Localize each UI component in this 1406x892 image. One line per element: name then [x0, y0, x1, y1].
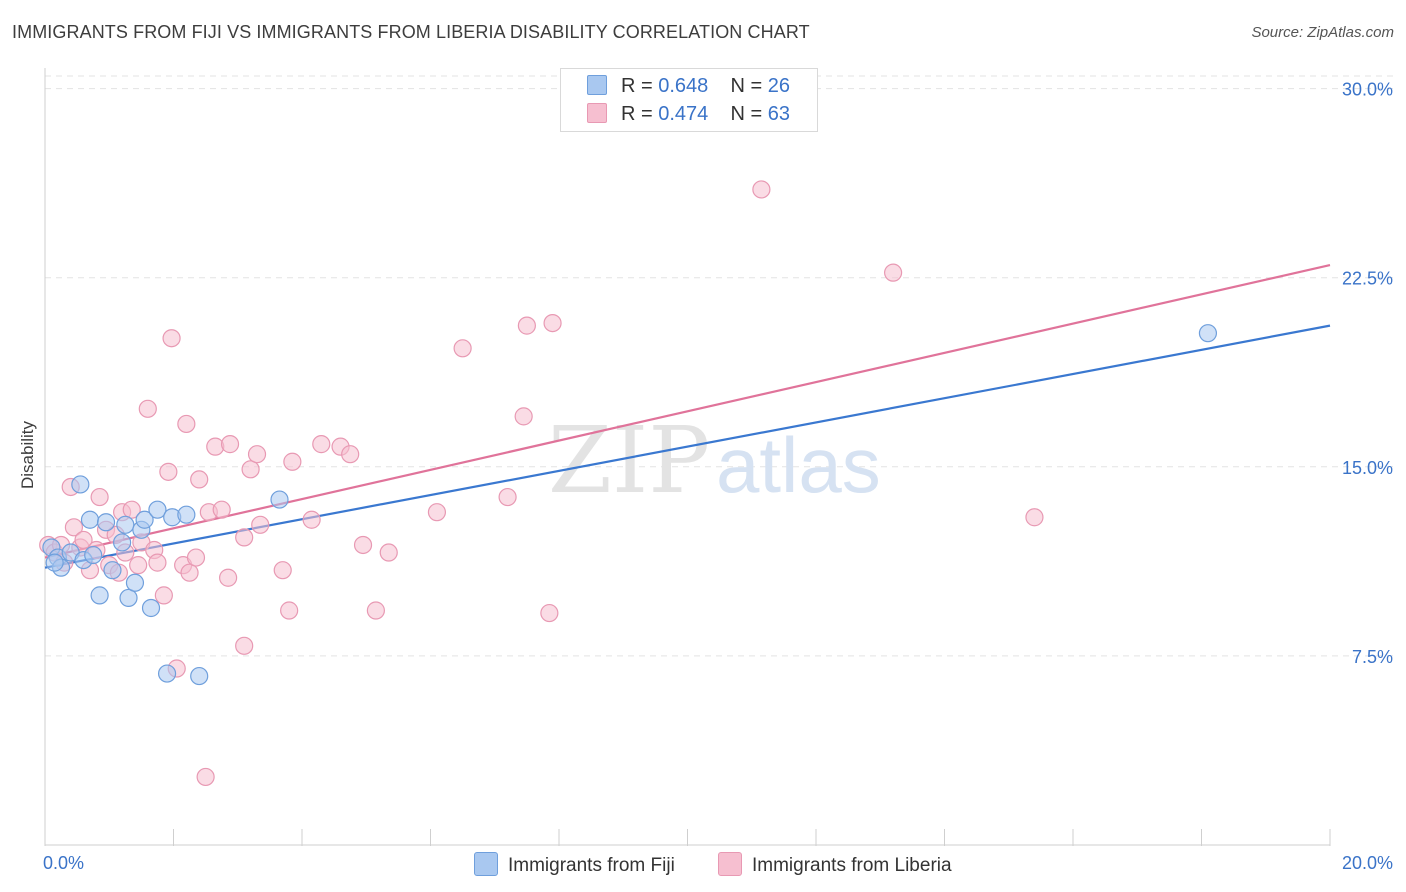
liberia-point [302, 510, 321, 529]
y-tick-label: 30.0% [1342, 80, 1393, 100]
fiji-point [103, 561, 122, 580]
fiji-point [96, 513, 116, 532]
liberia-point [517, 316, 536, 335]
liberia-point [212, 500, 231, 519]
fiji-n-value: 26 [767, 75, 791, 97]
fiji-legend-label: Immigrants from Fiji [508, 855, 675, 876]
liberia-point [353, 535, 373, 555]
grid-lines [45, 75, 1395, 657]
stats-legend: R = 0.648 N = 26 R = 0.474 N = 63 [560, 68, 818, 132]
liberia-point [129, 556, 148, 575]
fiji-point [177, 505, 196, 524]
liberia-point [159, 462, 178, 481]
liberia-point [498, 487, 517, 507]
liberia-point [138, 399, 157, 418]
liberia-point [241, 460, 260, 479]
chart-title: IMMIGRANTS FROM FIJI VS IMMIGRANTS FROM … [12, 22, 810, 42]
fiji-point [45, 553, 64, 572]
fiji-point [125, 573, 145, 592]
liberia-point [180, 563, 199, 582]
watermark-zip: ZIP [548, 407, 710, 514]
liberia-point [540, 603, 559, 623]
legend-row-liberia: R = 0.474 N = 63 [587, 103, 790, 126]
fiji-point [157, 664, 177, 683]
tick-labels: 7.5% 15.0% 22.5% 30.0% 0.0% 20.0% [43, 80, 1393, 873]
fiji-point [190, 666, 209, 686]
x-tick-label-max: 20.0% [1342, 853, 1393, 873]
y-tick-label: 7.5% [1352, 647, 1393, 667]
liberia-legend-swatch [718, 852, 742, 876]
fiji-point [116, 515, 135, 534]
liberia-legend-label: Immigrants from Liberia [752, 855, 952, 876]
liberia-point [752, 180, 771, 199]
liberia-point [543, 313, 562, 333]
liberia-point [154, 586, 173, 605]
liberia-point [251, 515, 270, 534]
liberia-point [247, 445, 267, 464]
liberia-point [162, 329, 181, 348]
y-axis-label: Disability [18, 420, 37, 490]
fiji-point [80, 510, 100, 529]
liberia-point [219, 568, 238, 587]
axes [44, 68, 1331, 846]
fiji-point [71, 475, 90, 494]
fiji-point [135, 510, 154, 529]
y-tick-label: 15.0% [1342, 458, 1393, 478]
fiji-r-value: 0.648 [658, 75, 709, 97]
liberia-point [190, 470, 209, 489]
fiji-point [148, 500, 167, 519]
liberia-point [366, 601, 385, 620]
x-tick-label-min: 0.0% [43, 853, 84, 873]
liberia-n-label: N = [730, 103, 768, 125]
liberia-point [235, 636, 254, 655]
liberia-point [206, 437, 225, 456]
fiji-swatch [587, 75, 607, 95]
liberia-point [379, 543, 398, 562]
scatter-points [39, 180, 1218, 787]
liberia-point [235, 528, 254, 547]
liberia-point [341, 445, 360, 464]
liberia-point [280, 601, 299, 620]
liberia-swatch [587, 103, 607, 123]
liberia-point [90, 487, 109, 507]
liberia-point [453, 339, 472, 358]
liberia-point [177, 414, 196, 434]
liberia-point [220, 435, 240, 454]
fiji-point [119, 588, 138, 608]
watermark-atlas: atlas [716, 421, 881, 509]
liberia-point [186, 548, 206, 567]
y-tick-label: 22.5% [1342, 269, 1393, 289]
fiji-r-label: R = [621, 75, 659, 97]
liberia-point [883, 263, 903, 282]
liberia-point [312, 435, 331, 454]
liberia-point [283, 452, 302, 471]
fiji-point [141, 598, 161, 618]
fiji-point [90, 586, 109, 605]
source-label: Source: ZipAtlas.com [1251, 24, 1394, 41]
legend-row-fiji: R = 0.648 N = 26 [587, 75, 790, 98]
bottom-legend-liberia: Immigrants from Liberia [718, 852, 952, 877]
bottom-legend-fiji: Immigrants from Fiji [474, 852, 675, 877]
liberia-n-value: 63 [767, 103, 791, 125]
fiji-point [270, 490, 289, 509]
fiji-point [1198, 324, 1218, 343]
fiji-point [112, 533, 132, 552]
liberia-point [514, 407, 533, 426]
fiji-n-label: N = [730, 75, 768, 97]
liberia-point [427, 503, 447, 522]
liberia-point [1025, 508, 1044, 527]
fiji-point [84, 545, 103, 565]
fiji-legend-swatch [474, 852, 498, 876]
liberia-point [273, 561, 292, 580]
liberia-point [122, 500, 141, 519]
liberia-r-value: 0.474 [658, 103, 709, 125]
liberia-point [74, 530, 93, 550]
liberia-point [64, 518, 84, 537]
liberia-point [196, 767, 215, 787]
liberia-point [148, 553, 167, 572]
liberia-r-label: R = [621, 103, 659, 125]
liberia-trend-line [44, 264, 1331, 559]
